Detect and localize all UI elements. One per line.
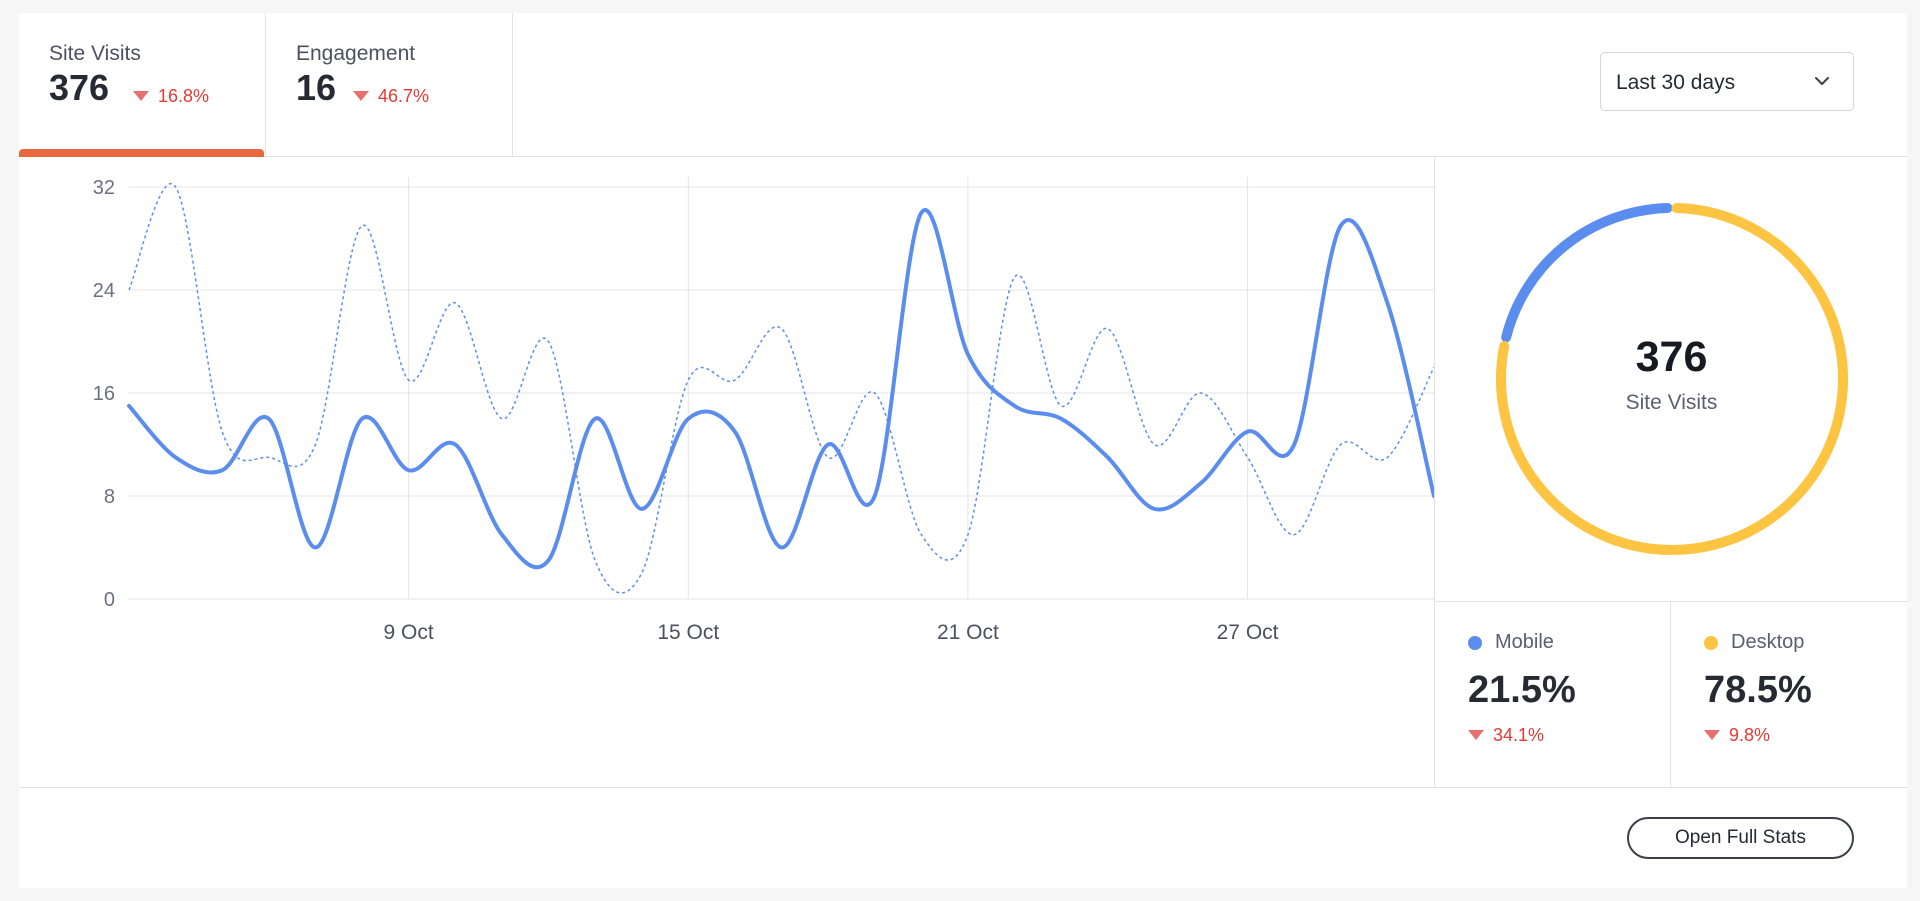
donut-chart-svg [1496,203,1848,555]
active-tab-indicator [19,149,264,157]
tab-site-visits[interactable]: Site Visits 376 16.8% [19,13,266,157]
trend-down-icon [1468,730,1484,740]
legend-percent: 78.5% [1704,669,1812,711]
x-tick-label: 9 Oct [384,621,434,644]
series-line-current [127,208,1434,570]
line-chart: 0 8 16 24 32 9 Oct 15 Oct 21 Oct 27 Oct [19,157,1434,788]
tab-label: Site Visits [49,42,141,65]
donut-chart: 376 Site Visits [1435,157,1908,602]
legend-mobile: Mobile 21.5% 34.1% [1435,602,1671,788]
donut-label: Site Visits [1625,391,1718,414]
mobile-dot-icon [1468,636,1482,650]
trend-down-icon [1704,730,1720,740]
x-tick-label: 21 Oct [937,621,999,644]
tab-value: 376 [49,67,110,108]
metric-tabs: Site Visits 376 16.8% Engagement 16 46.7… [19,13,1907,157]
tab-delta: 46.7% [353,86,429,107]
legend-delta: 34.1% [1468,725,1544,746]
stats-card: Site Visits 376 16.8% Engagement 16 46.7… [19,13,1908,888]
donut-segment-desktop [1496,203,1848,555]
y-tick-label: 32 [93,177,115,199]
y-tick-label: 0 [104,589,115,611]
y-tick-label: 24 [93,280,115,302]
y-tick-label: 8 [104,486,115,508]
date-range-value: Last 30 days [1616,71,1736,94]
tab-delta: 16.8% [133,86,209,107]
tab-engagement[interactable]: Engagement 16 46.7% [266,13,513,157]
device-breakdown: 376 Site Visits Mobile 21.5% 34.1% Deskt… [1434,157,1908,788]
chevron-down-icon [1815,77,1829,85]
x-tick-label: 15 Oct [657,621,719,644]
y-tick-label: 16 [93,383,115,405]
date-range-select[interactable]: Last 30 days [1600,52,1854,111]
desktop-dot-icon [1704,636,1718,650]
legend-percent: 21.5% [1468,669,1576,711]
open-full-stats-button[interactable]: Open Full Stats [1627,817,1854,859]
donut-total: 376 [1635,333,1708,381]
tab-label: Engagement [296,42,416,65]
tab-value: 16 [296,67,337,108]
donut-segment-mobile [1501,203,1673,343]
trend-down-icon [353,91,369,101]
trend-down-icon [133,91,149,101]
line-chart-svg: 0 8 16 24 32 9 Oct 15 Oct 21 Oct 27 Oct [93,177,1434,644]
legend-desktop: Desktop 78.5% 9.8% [1671,602,1908,788]
legend-name: Desktop [1731,631,1805,653]
legend-delta: 9.8% [1704,725,1770,746]
x-tick-label: 27 Oct [1217,621,1279,644]
legend-name: Mobile [1495,631,1554,653]
